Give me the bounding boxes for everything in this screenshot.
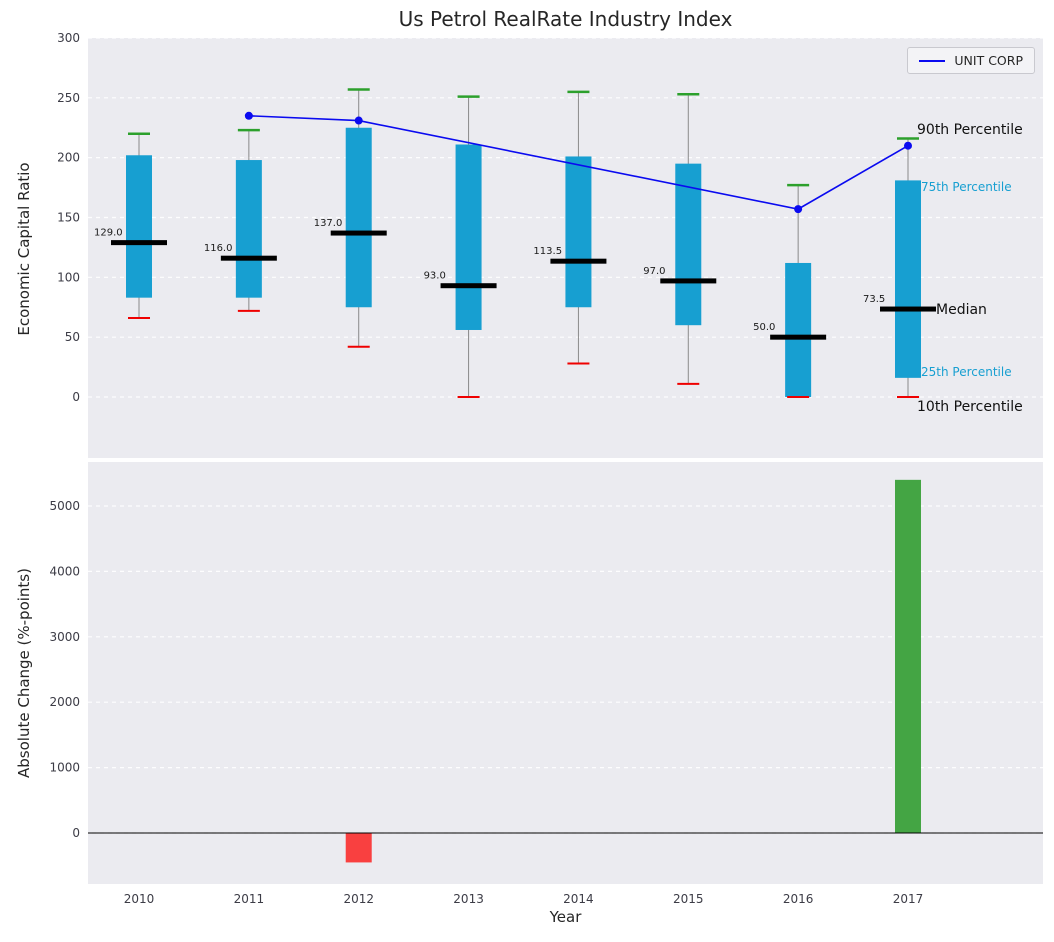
x-tick-label: 2013: [453, 892, 484, 906]
annotation-90th-percentile: 90th Percentile: [917, 122, 1023, 138]
unitcorp-marker: [903, 141, 912, 150]
bottom-panel-bg: [88, 462, 1043, 884]
median-value-label-2015: 97.0: [643, 266, 665, 277]
x-tick-label: 2011: [234, 892, 265, 906]
median-value-label-2017: 73.5: [863, 294, 885, 305]
median-line-2011: [220, 255, 277, 261]
median-value-label-2011: 116.0: [204, 243, 233, 254]
median-line-2013: [440, 283, 497, 289]
median-line-2012: [330, 230, 387, 236]
median-line-2017: [879, 306, 936, 312]
y-axis-label-top: Economic Capital Ratio: [15, 162, 33, 336]
median-value-label-2014: 113.5: [533, 246, 562, 257]
annotation-median: Median: [936, 302, 987, 318]
iqr-box-2015: [675, 163, 702, 326]
iqr-box-2016: [785, 262, 812, 397]
y-tick-label: 50: [65, 330, 80, 344]
unitcorp-line-swatch: [919, 59, 946, 62]
unitcorp-line: [248, 114, 909, 210]
median-value-label-2016: 50.0: [753, 322, 775, 333]
median-line-2016: [770, 334, 827, 340]
median-line-2010: [111, 240, 167, 246]
y-tick-label: 5000: [49, 499, 80, 513]
y-axis-label-bottom: Absolute Change (%-points): [15, 568, 33, 778]
change-bar-2017: [894, 479, 921, 833]
change-bar-2012: [345, 833, 372, 863]
y-tick-label: 3000: [49, 630, 80, 644]
median-line-2015: [660, 278, 717, 284]
unitcorp-marker: [354, 116, 363, 125]
annotation-75th-percentile: 75th Percentile: [921, 180, 1012, 194]
y-tick-label: 250: [57, 91, 80, 105]
x-tick-label: 2014: [563, 892, 594, 906]
y-tick-label: 300: [57, 31, 80, 45]
iqr-box-2017: [894, 180, 921, 378]
annotation-10th-percentile: 10th Percentile: [917, 399, 1023, 415]
legend: UNIT CORP: [907, 47, 1035, 74]
median-value-label-2010: 129.0: [94, 228, 123, 239]
median-value-label-2012: 137.0: [314, 218, 343, 229]
y-tick-label: 4000: [49, 564, 80, 578]
y-tick-label: 0: [72, 390, 80, 404]
x-tick-label: 2012: [343, 892, 374, 906]
chart-title: Us Petrol RealRate Industry Index: [398, 7, 733, 31]
y-tick-label: 0: [72, 826, 80, 840]
y-tick-label: 150: [57, 210, 80, 224]
median-line-2014: [550, 258, 607, 264]
x-tick-label: 2010: [124, 892, 155, 906]
iqr-box-2014: [565, 156, 592, 308]
x-tick-label: 2016: [783, 892, 814, 906]
x-tick-label: 2015: [673, 892, 704, 906]
iqr-box-2012: [345, 127, 372, 308]
x-axis-label: Year: [549, 908, 582, 926]
y-tick-label: 2000: [49, 695, 80, 709]
unitcorp-marker: [794, 205, 803, 214]
iqr-box-2013: [455, 144, 482, 330]
legend-label: UNIT CORP: [954, 53, 1023, 68]
iqr-box-2010: [126, 155, 152, 298]
y-tick-label: 100: [57, 270, 80, 284]
annotation-25th-percentile: 25th Percentile: [921, 365, 1012, 379]
iqr-box-2011: [235, 160, 262, 298]
y-tick-label: 1000: [49, 761, 80, 775]
unitcorp-marker: [244, 111, 253, 120]
median-value-label-2013: 93.0: [424, 271, 446, 282]
x-tick-label: 2017: [893, 892, 924, 906]
y-tick-label: 200: [57, 151, 80, 165]
